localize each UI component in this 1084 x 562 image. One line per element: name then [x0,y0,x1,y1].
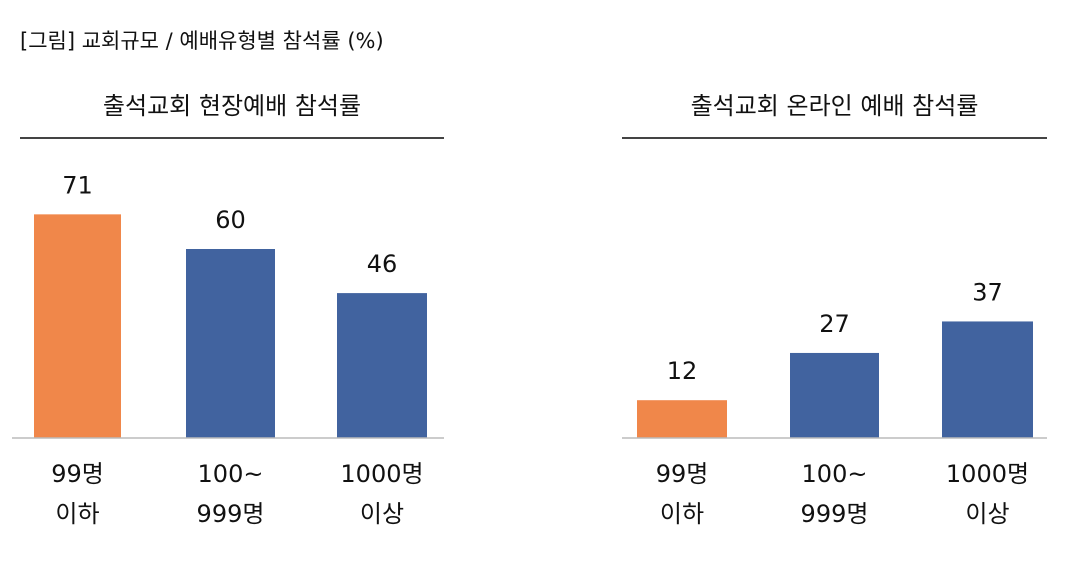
value-label: 71 [62,171,93,199]
bar [942,321,1033,438]
x-tick-label: 1000명 [340,460,423,488]
x-tick-label: 이하 [660,500,704,528]
x-tick-label: 100~ [802,460,868,488]
value-label: 27 [819,310,850,338]
bar [790,352,879,438]
bar [34,214,121,438]
x-tick-label: 이상 [360,500,404,528]
x-tick-label: 100~ [198,460,264,488]
chart-title: 출석교회 온라인 예배 참석률 [691,92,979,120]
x-tick-label: 99명 [656,460,709,488]
chart-title: 출석교회 현장예배 참석률 [103,92,361,120]
value-label: 12 [667,357,698,385]
bar [637,400,727,438]
x-tick-label: 이하 [55,500,99,528]
value-label: 37 [972,278,1003,306]
figure-title: [그림] 교회규모 / 예배유형별 참석률 (%) [20,29,384,53]
x-tick-label: 999명 [801,500,869,528]
bar [337,293,427,438]
value-label: 46 [367,250,398,278]
bar [186,249,275,438]
x-tick-label: 1000명 [946,460,1029,488]
value-label: 60 [215,206,246,234]
x-tick-label: 999명 [197,500,265,528]
x-tick-label: 이상 [965,500,1009,528]
x-tick-label: 99명 [51,460,104,488]
